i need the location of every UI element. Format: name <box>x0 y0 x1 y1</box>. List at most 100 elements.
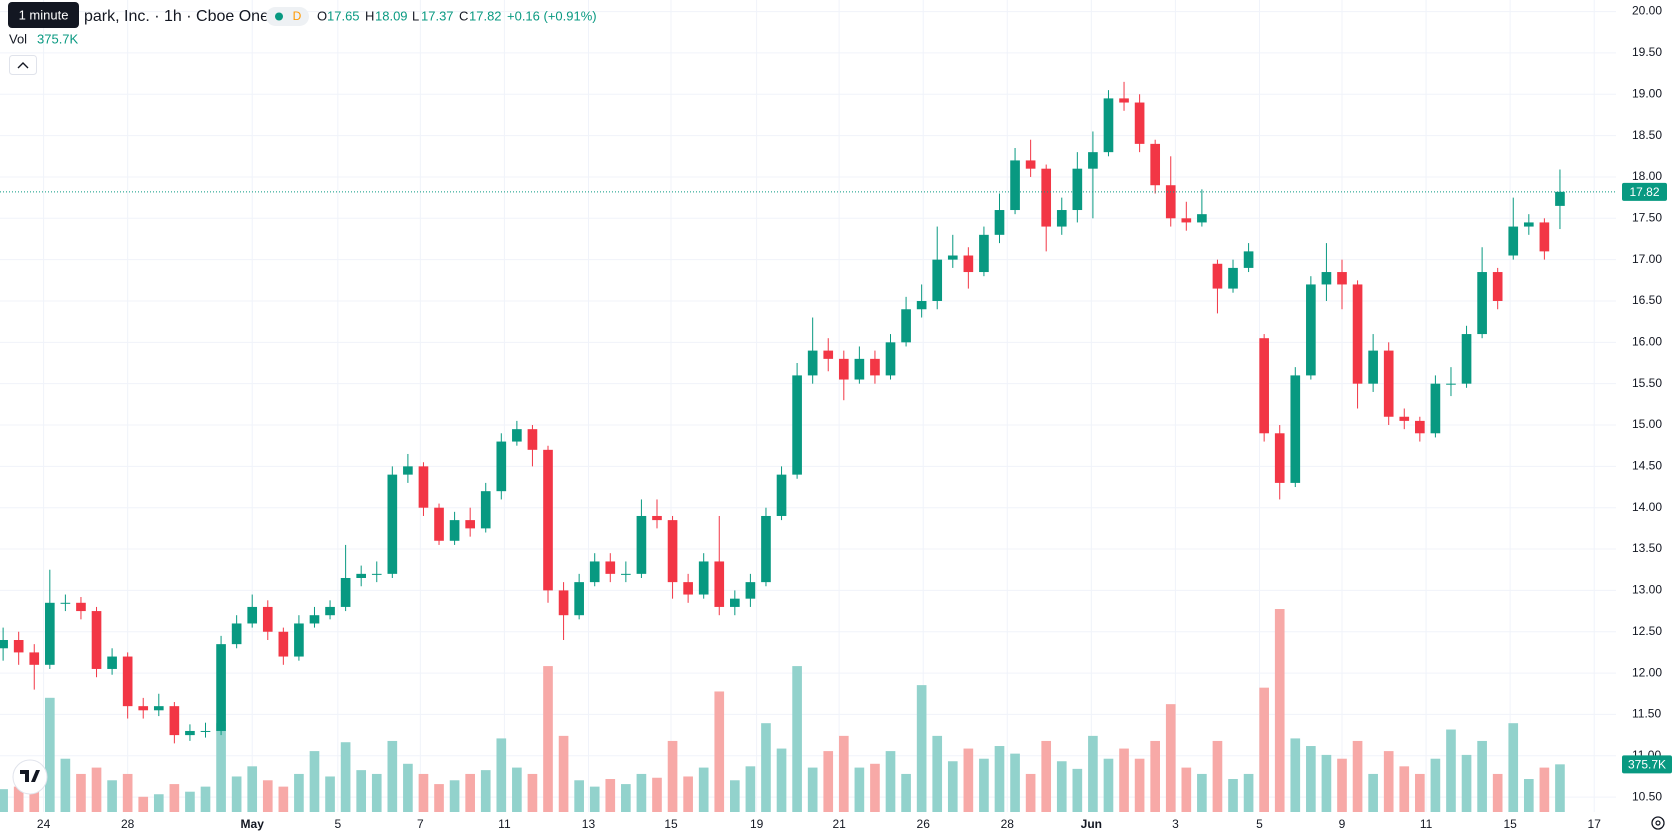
volume-bar <box>838 735 849 812</box>
candle-body <box>947 255 958 260</box>
volume-bar <box>979 758 989 812</box>
candle-body <box>107 656 117 669</box>
candle-body <box>1274 433 1285 483</box>
candle-body <box>870 358 880 376</box>
status-pill[interactable] <box>266 7 309 26</box>
candle-body <box>1337 272 1347 285</box>
volume-bar <box>0 789 8 812</box>
candle-body <box>714 561 725 607</box>
settings-icon-center <box>1655 820 1661 826</box>
interval-tooltip: 1 minute <box>19 7 69 22</box>
legend-c-label: C <box>459 8 468 23</box>
volume-bar <box>44 697 55 812</box>
volume-bar <box>885 751 896 812</box>
volume-bar <box>1259 687 1269 812</box>
volume-bar <box>870 763 880 812</box>
volume-bar <box>574 780 584 812</box>
candle-body <box>589 561 600 583</box>
volume-bar <box>745 766 756 812</box>
volume-bar <box>1306 746 1316 812</box>
volume-bar <box>262 780 273 812</box>
candle-body <box>543 449 553 591</box>
candle-body <box>1555 191 1565 206</box>
volume-bar <box>1056 761 1067 812</box>
volume-bar <box>403 763 413 812</box>
x-tick-label: 11 <box>498 817 511 831</box>
volume-bar <box>29 779 40 812</box>
volume-bar <box>153 794 164 812</box>
x-tick-label: 7 <box>417 817 424 831</box>
volume-bar <box>1274 609 1285 812</box>
volume-bar <box>1492 773 1503 812</box>
volume-bar <box>823 751 834 812</box>
volume-bar <box>1446 729 1456 812</box>
legend-volume-label: Vol <box>9 31 27 46</box>
legend-h-label: H <box>365 8 374 23</box>
volume-bar <box>1088 735 1098 812</box>
volume-bar <box>1025 773 1036 812</box>
volume-bar <box>807 767 818 812</box>
volume-bar <box>1134 758 1145 812</box>
volume-bar <box>652 777 662 812</box>
x-tick-label: 17 <box>1588 817 1602 831</box>
volume-bar <box>480 770 491 812</box>
volume-bar <box>636 773 647 812</box>
y-tick-label: 19.00 <box>1632 86 1662 100</box>
candle-body <box>979 234 989 273</box>
legend-o-value: 17.65 <box>327 8 360 23</box>
last-volume-label: 375.7K <box>1628 758 1666 772</box>
y-tick-label: 15.50 <box>1632 376 1662 390</box>
volume-bar <box>1150 740 1161 812</box>
candle-body <box>29 652 40 665</box>
volume-bar <box>278 786 289 812</box>
volume-bar <box>1368 773 1378 812</box>
volume-bar <box>761 723 771 812</box>
candle-body <box>1399 416 1410 421</box>
x-tick-label: 5 <box>334 817 341 831</box>
candle-body <box>1119 98 1129 103</box>
candle-body <box>652 515 662 521</box>
y-tick-label: 15.00 <box>1632 417 1662 431</box>
volume-pane <box>0 609 1565 812</box>
candle-body <box>13 640 24 653</box>
candle-body <box>1197 214 1207 223</box>
candle-body <box>683 582 693 595</box>
candle-body <box>558 590 569 616</box>
y-tick-label: 18.50 <box>1632 128 1662 142</box>
y-tick-label: 20.00 <box>1632 4 1662 18</box>
y-tick-label: 11.50 <box>1632 707 1661 721</box>
legend-change: +0.16 (+0.91%) <box>507 8 597 23</box>
x-tick-label: 24 <box>37 817 51 831</box>
candle-body <box>636 515 647 574</box>
candle-body <box>730 598 740 607</box>
x-tick-label: 3 <box>1172 817 1179 831</box>
candle-body <box>1415 420 1425 434</box>
candle-body <box>418 466 429 508</box>
candle-body <box>1025 160 1036 169</box>
candle-body <box>761 515 771 583</box>
candle-body <box>745 582 756 599</box>
volume-bar <box>1212 740 1223 812</box>
y-tick-label: 16.00 <box>1632 335 1662 349</box>
settings-icon[interactable] <box>1651 816 1665 830</box>
candle-body <box>1523 222 1534 227</box>
volume-bar <box>107 780 117 812</box>
candle-body <box>465 520 475 529</box>
logo-badge[interactable] <box>12 759 48 795</box>
candle-body <box>527 429 538 450</box>
candle-body <box>387 474 398 574</box>
candle-body <box>916 300 927 310</box>
volume-bar <box>1508 723 1519 812</box>
collapse-button[interactable] <box>9 55 37 75</box>
x-tick-label: 9 <box>1339 817 1346 831</box>
candle-body <box>1212 263 1223 289</box>
legend-l-label: L <box>412 8 419 23</box>
volume-bar <box>247 766 258 812</box>
candle-body <box>449 520 460 541</box>
x-tick-label: 15 <box>664 817 678 831</box>
volume-bar <box>621 784 631 812</box>
volume-bar <box>1321 754 1332 812</box>
volume-bar <box>1197 773 1207 812</box>
x-tick-label: 15 <box>1503 817 1517 831</box>
y-tick-label: 17.00 <box>1632 252 1662 266</box>
